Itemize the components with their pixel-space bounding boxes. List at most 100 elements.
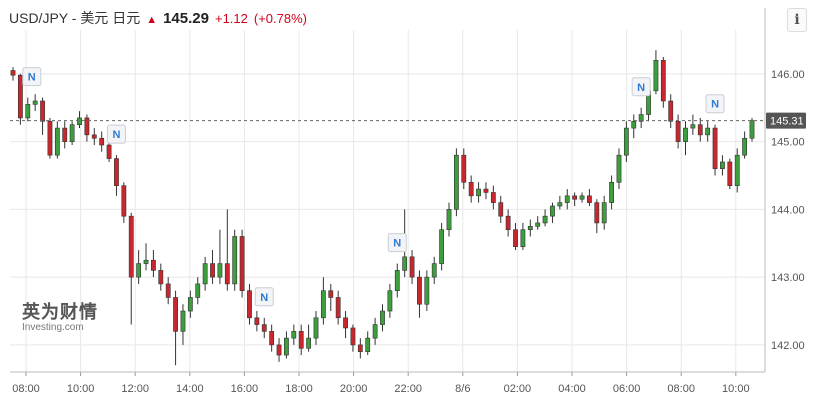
- candle-body: [675, 121, 681, 142]
- candle-body: [158, 270, 164, 285]
- info-icon[interactable]: i: [787, 8, 807, 32]
- candle-body: [601, 202, 607, 224]
- x-tick-label: 12:00: [121, 383, 149, 395]
- candle-body: [254, 317, 260, 325]
- candle-body: [439, 229, 445, 264]
- x-tick-label: 04:00: [558, 383, 586, 395]
- candle-body: [557, 202, 563, 207]
- y-tick-label: 145.00: [771, 137, 805, 149]
- candle-body: [121, 185, 127, 217]
- candle-body: [550, 205, 555, 217]
- candle-body: [77, 117, 82, 125]
- candle-body: [505, 215, 511, 231]
- candle-body: [446, 209, 452, 231]
- candle-body: [306, 337, 311, 349]
- candle-body: [128, 215, 134, 278]
- candle-body: [69, 124, 75, 142]
- candle-body: [365, 337, 371, 352]
- candle-body: [697, 124, 703, 136]
- y-tick-label: 146.00: [771, 69, 805, 81]
- candle-body: [284, 337, 289, 356]
- news-marker: [387, 233, 407, 253]
- candle-body: [527, 226, 533, 231]
- news-marker: [106, 124, 126, 144]
- candle-body: [47, 121, 53, 156]
- candle-body: [720, 161, 725, 170]
- candle-body: [660, 60, 666, 102]
- candle-body: [468, 181, 474, 197]
- x-tick-label: 20:00: [340, 383, 368, 395]
- instrument-name: USD/JPY - 美元 日元: [9, 10, 141, 26]
- current-price-tag: [766, 112, 806, 129]
- candle-body: [564, 195, 570, 203]
- price-change-percent: (+0.78%): [253, 11, 308, 26]
- candle-body: [99, 137, 105, 146]
- candle-body: [298, 331, 304, 349]
- candle-body: [417, 276, 422, 305]
- candle-body: [490, 192, 496, 203]
- candle-body: [424, 276, 430, 305]
- candle-body: [357, 344, 363, 352]
- candle-body: [313, 317, 319, 339]
- news-marker-label: N: [711, 99, 719, 111]
- last-price: 145.29: [163, 10, 209, 27]
- y-tick-label: 144.00: [771, 204, 805, 216]
- candle-body: [394, 270, 400, 291]
- candle-body: [84, 117, 90, 136]
- candle-body: [54, 127, 60, 156]
- news-markers[interactable]: N N N N N N: [22, 67, 725, 307]
- candle-body: [579, 195, 585, 200]
- candle-body: [594, 202, 600, 224]
- up-arrow-icon: ▲: [146, 14, 158, 26]
- x-tick-label: 14:00: [176, 383, 204, 395]
- candle-body: [143, 259, 149, 264]
- candle-body: [520, 229, 526, 247]
- candle-body: [609, 181, 614, 203]
- candle-body: [320, 290, 326, 319]
- grid-lines: [10, 30, 765, 372]
- candle-body: [749, 120, 755, 139]
- candle-body: [542, 215, 548, 224]
- news-marker: [705, 94, 725, 114]
- x-tick-label: 02:00: [504, 383, 532, 395]
- news-marker-label: N: [637, 82, 645, 94]
- candle-body: [17, 74, 23, 119]
- candle-body: [187, 297, 193, 312]
- candle-body: [239, 236, 245, 291]
- candle-body: [165, 283, 171, 298]
- candle-body: [572, 195, 578, 200]
- x-tick-label: 08:00: [667, 383, 695, 395]
- candle-body: [173, 297, 178, 332]
- candle-body: [232, 236, 238, 285]
- candle-body: [269, 331, 275, 346]
- axes: 142.00 143.00 144.00 145.00 146.00 08:00 10:00…: [10, 8, 806, 395]
- x-tick-label: 18:00: [285, 383, 313, 395]
- x-tick-label: 8/6: [455, 383, 470, 395]
- candle-body: [350, 327, 356, 346]
- candle-body: [40, 100, 45, 122]
- x-tick-label: 10:00: [722, 383, 750, 395]
- candle-body: [217, 263, 223, 278]
- candle-body: [668, 100, 674, 122]
- candle-body: [32, 100, 38, 105]
- candle-body: [653, 60, 659, 92]
- y-tick-label: 143.00: [771, 272, 805, 284]
- x-tick-label: 10:00: [67, 383, 95, 395]
- candle-body: [10, 70, 16, 76]
- candle-body: [742, 137, 748, 156]
- candle-body: [261, 324, 267, 332]
- candle-body: [712, 127, 718, 170]
- candle-body: [210, 263, 215, 278]
- y-tick-label: 142.00: [771, 340, 805, 352]
- news-marker: [254, 287, 274, 307]
- candle-body: [387, 290, 393, 312]
- news-marker: [631, 77, 651, 97]
- candle-body: [180, 310, 186, 332]
- x-tick-label: 08:00: [12, 383, 40, 395]
- price-change: +1.12: [214, 11, 248, 26]
- candle-body: [705, 127, 711, 136]
- x-tick-label: 06:00: [613, 383, 641, 395]
- news-marker-label: N: [112, 129, 120, 141]
- candle-body: [91, 134, 97, 139]
